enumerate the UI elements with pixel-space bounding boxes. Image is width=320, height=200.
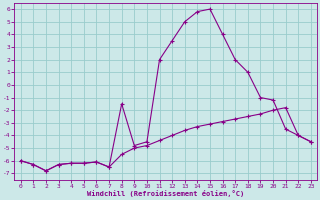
- X-axis label: Windchill (Refroidissement éolien,°C): Windchill (Refroidissement éolien,°C): [87, 190, 244, 197]
